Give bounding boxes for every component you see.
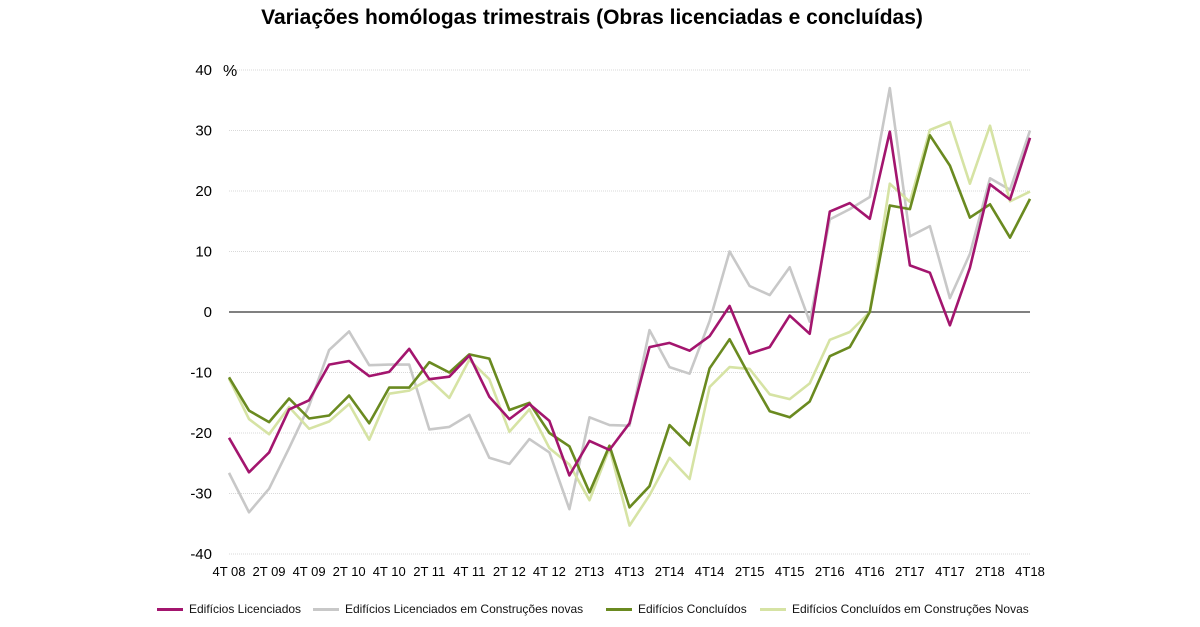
x-tick-label: 2T 11 (413, 564, 445, 579)
x-tick-label: 2T13 (575, 564, 605, 579)
legend-item: Edifícios Licenciados (157, 602, 301, 616)
legend-item: Edifícios Concluídos (606, 602, 747, 616)
legend-item: Edifícios Concluídos em Construções Nova… (760, 602, 1029, 616)
legend-label: Edifícios Licenciados em Construções nov… (345, 602, 584, 616)
y-tick-label: -40 (190, 546, 212, 563)
x-tick-label: 4T 10 (373, 564, 406, 579)
x-tick-label: 2T 10 (333, 564, 366, 579)
x-tick-label: 4T 08 (212, 564, 245, 579)
x-tick-label: 4T18 (1015, 564, 1045, 579)
y-axis-unit-label: % (223, 63, 237, 80)
x-tick-label: 2T 12 (493, 564, 526, 579)
series-lines (227, 86, 1032, 527)
x-tick-label: 2T 09 (253, 564, 286, 579)
x-tick-label: 4T 11 (453, 564, 485, 579)
x-tick-label: 2T16 (815, 564, 845, 579)
x-tick-label: 2T17 (895, 564, 925, 579)
x-axis: 4T 08 2T 09 4T 09 2T 10 4T 10 2T 11 4T 11 2T 12… (212, 564, 1044, 579)
legend-swatch (606, 607, 632, 611)
x-tick-label: 2T15 (735, 564, 765, 579)
y-tick-label: -20 (190, 425, 212, 442)
y-axis: -40 -30 -20 -10 0 10 20 30 40 (190, 62, 212, 563)
legend-item: Edifícios Licenciados em Construções nov… (313, 602, 583, 616)
x-tick-label: 4T17 (935, 564, 965, 579)
legend-label: Edifícios Concluídos (638, 602, 747, 616)
legend-label: Edifícios Concluídos em Construções Nova… (792, 602, 1029, 616)
x-tick-label: 4T16 (855, 564, 885, 579)
line-chart: -40 -30 -20 -10 0 10 20 30 40 4T 08 2T 09 4T 09 2T … (190, 62, 1045, 579)
x-tick-label: 4T13 (615, 564, 645, 579)
series-line-3 (227, 134, 1032, 509)
x-tick-label: 4T15 (775, 564, 805, 579)
x-tick-label: 4T14 (695, 564, 725, 579)
x-tick-label: 2T18 (975, 564, 1005, 579)
y-tick-label: 30 (195, 123, 212, 140)
legend-swatch (157, 607, 183, 611)
y-tick-label: 40 (195, 62, 212, 79)
series-line-1 (227, 130, 1032, 477)
chart-title: Variações homólogas trimestrais (Obras l… (261, 6, 923, 29)
gridlines (229, 69, 1030, 555)
series-line-4 (227, 120, 1031, 527)
y-tick-label: -30 (190, 486, 212, 503)
legend: Edifícios Licenciados Edifícios Licenciad… (0, 602, 1200, 622)
legend-swatch (313, 607, 339, 611)
x-tick-label: 4T 12 (533, 564, 566, 579)
y-tick-label: -10 (190, 365, 212, 382)
legend-swatch (760, 607, 786, 611)
y-tick-label: 20 (195, 183, 212, 200)
legend-label: Edifícios Licenciados (189, 602, 302, 616)
series-line-2 (227, 86, 1032, 514)
x-tick-label: 2T14 (655, 564, 685, 579)
y-tick-label: 0 (204, 304, 212, 321)
y-tick-label: 10 (195, 244, 212, 261)
x-tick-label: 4T 09 (293, 564, 326, 579)
